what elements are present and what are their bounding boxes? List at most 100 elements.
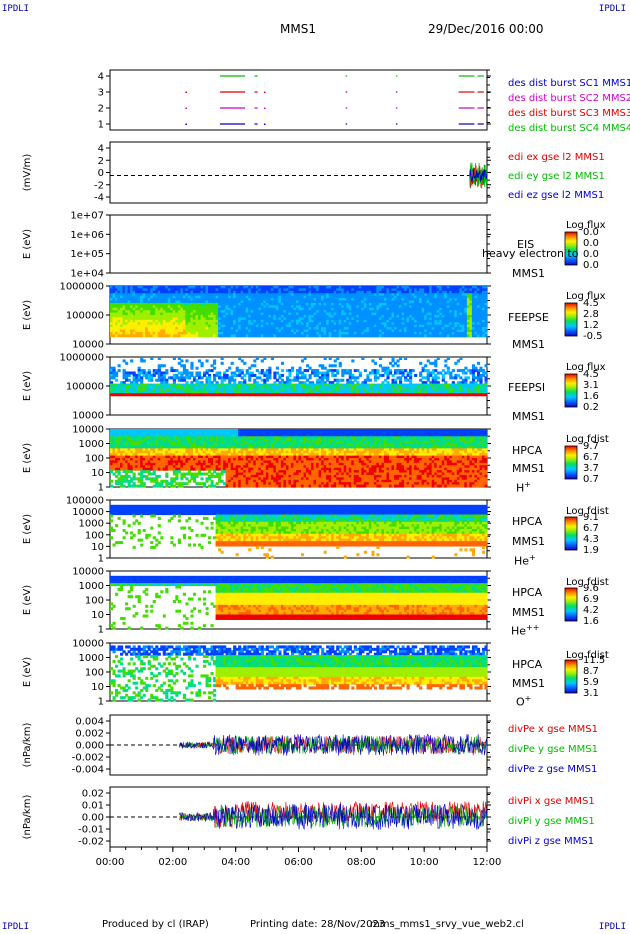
- p5-cell: [142, 393, 146, 397]
- p4-cell: [361, 307, 365, 311]
- p4-cell: [167, 315, 171, 319]
- p4-cell: [157, 317, 161, 321]
- p4-cell: [338, 315, 342, 319]
- p4-cell: [290, 324, 295, 328]
- p4-cell: [152, 315, 156, 319]
- p4-cell: [366, 334, 370, 338]
- p4-cell: [464, 293, 468, 297]
- p4-cell: [326, 295, 330, 299]
- p4-cell: [301, 302, 305, 306]
- p4-cell: [115, 305, 119, 309]
- p4-cell: [240, 312, 244, 316]
- p4-cell: [481, 298, 486, 302]
- p4-cell: [454, 290, 458, 294]
- p4-cell: [361, 319, 365, 323]
- p4-cell: [331, 322, 335, 326]
- p4-cell: [401, 307, 405, 311]
- p4-cell: [248, 286, 252, 290]
- p4-cell: [303, 298, 307, 302]
- p4-cell: [316, 290, 320, 294]
- p4-cell: [275, 307, 279, 311]
- p4-cell: [424, 307, 428, 311]
- p4-cell: [449, 290, 453, 294]
- p4-cell: [471, 302, 476, 306]
- p4-cell: [213, 315, 217, 319]
- p4-cell: [383, 307, 388, 311]
- p4-cell: [137, 286, 141, 290]
- p4-cell: [135, 295, 139, 299]
- p4-cell: [416, 302, 420, 306]
- p4-cell: [316, 286, 320, 290]
- p3-ylabel: E (eV): [22, 229, 33, 259]
- p4-cell: [170, 331, 174, 335]
- p4-cell: [484, 312, 488, 316]
- p5-cell: [157, 373, 161, 377]
- p4-cell: [233, 288, 237, 292]
- p4-cell: [381, 329, 385, 333]
- p4-cell: [195, 319, 199, 323]
- p4-cell: [306, 319, 310, 323]
- p4-cell: [406, 329, 410, 333]
- p4-cell: [265, 327, 269, 331]
- p4-cell: [419, 324, 423, 328]
- p5-cell: [160, 376, 164, 380]
- p4-cell: [265, 293, 269, 297]
- p4-cell: [117, 302, 121, 306]
- p4-cell: [449, 302, 453, 306]
- p4-cell: [411, 295, 415, 299]
- p4-cell: [444, 319, 448, 323]
- p4-cell: [434, 307, 438, 311]
- p4-cell: [416, 286, 420, 290]
- p4-cell: [167, 324, 171, 328]
- p4-cell: [205, 288, 209, 292]
- p4-cell: [233, 293, 237, 297]
- p4-cell: [444, 290, 448, 294]
- p4-cell: [441, 310, 445, 314]
- p4-cell: [275, 324, 279, 328]
- p4-cell: [170, 319, 174, 323]
- p4-cell: [386, 324, 390, 328]
- p4-cell: [469, 305, 473, 309]
- p4-cell: [399, 305, 403, 309]
- p4-cell: [235, 305, 239, 309]
- p4-cell: [243, 324, 247, 328]
- p5-cell: [112, 366, 116, 370]
- p4-cell: [386, 286, 390, 290]
- p4-cell: [288, 290, 292, 294]
- p4-cell: [386, 329, 390, 333]
- p9-ylabel: E (eV): [22, 657, 33, 687]
- p4-cell: [426, 310, 430, 314]
- p4-cell: [431, 305, 435, 309]
- p4-cell: [298, 334, 302, 338]
- p4-cell: [416, 322, 420, 326]
- p4-cell: [293, 315, 297, 319]
- p4-cell: [192, 290, 197, 294]
- p4-cell: [311, 295, 315, 299]
- p4-cell: [441, 300, 445, 304]
- p4-cell: [444, 295, 448, 299]
- p4-cell: [481, 307, 486, 311]
- p4-cell: [170, 327, 174, 331]
- p4-cell: [127, 315, 131, 319]
- p4-cell: [165, 300, 169, 304]
- p5-cell: [110, 373, 114, 377]
- p5-cell: [145, 371, 149, 375]
- p4-cell: [331, 315, 335, 319]
- p4-cell: [376, 312, 380, 316]
- p4-cell: [399, 322, 403, 326]
- p4-cell: [469, 324, 473, 328]
- p4-cell: [200, 305, 204, 309]
- p4-cell: [215, 288, 219, 292]
- p2-series-z: [469, 169, 488, 183]
- p4-cell: [439, 302, 443, 306]
- p4-cell: [263, 300, 267, 304]
- p4-cell: [471, 322, 476, 326]
- p4-cell: [115, 317, 119, 321]
- p5-cell: [155, 393, 159, 397]
- p4-cell: [363, 312, 367, 316]
- p4-cell: [358, 300, 362, 304]
- p4-cell: [479, 322, 483, 326]
- p5-cell: [155, 386, 159, 390]
- p4-cell: [459, 319, 463, 323]
- p5-cell: [162, 376, 166, 380]
